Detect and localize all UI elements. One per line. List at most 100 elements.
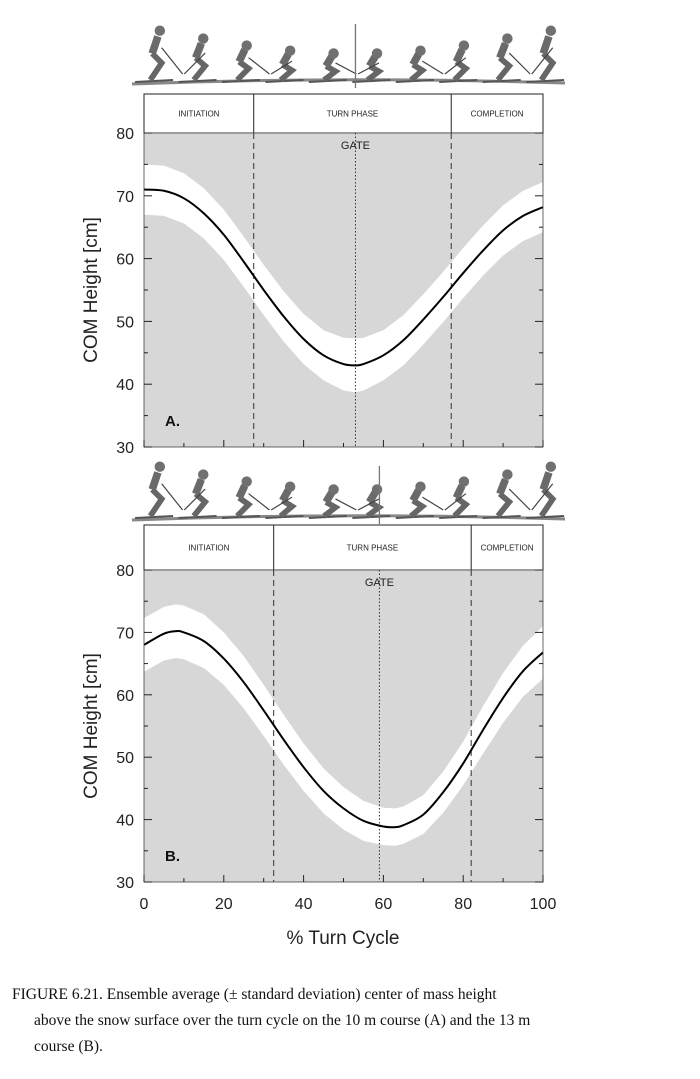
skier-torso: [366, 54, 379, 69]
skier-torso: [409, 488, 422, 503]
y-tick-label: 70: [116, 625, 134, 642]
skier-legs: [452, 59, 471, 83]
sd-band: [144, 604, 543, 846]
skier-icon: [265, 45, 304, 83]
ski: [352, 515, 391, 519]
phase-box: [143, 93, 544, 134]
y-tick-label: 30: [116, 875, 134, 892]
skier-torso: [235, 47, 249, 64]
skier-icon: [395, 481, 444, 519]
x-tick-label: 100: [530, 896, 557, 913]
skier-legs: [191, 55, 210, 82]
skier-head: [458, 40, 470, 51]
skier-legs: [235, 59, 253, 83]
skier-legs: [452, 495, 471, 519]
ski: [526, 79, 565, 83]
gate-label: GATE: [341, 140, 370, 152]
phase-label: TURN PHASE: [347, 544, 399, 553]
ski: [265, 515, 304, 519]
skier-torso: [192, 42, 205, 60]
ski: [135, 79, 174, 83]
x-tick-label: 60: [375, 896, 393, 913]
ski: [482, 515, 521, 519]
skier-torso: [496, 478, 510, 496]
skier-icon: [352, 48, 391, 83]
x-tick-labels: 0 20 40 60 80 100: [140, 896, 557, 913]
ski: [482, 79, 521, 83]
skier-torso: [409, 52, 422, 67]
skier-legs: [409, 62, 428, 83]
y-tick-label: 60: [116, 688, 134, 705]
phase-header: INITIATION TURN PHASE COMPLETION: [143, 524, 544, 571]
skier-torso: [279, 488, 292, 503]
skier-torso: [148, 471, 162, 491]
y-tick-label: 30: [116, 440, 134, 457]
skier-legs: [538, 487, 557, 518]
skier-legs: [495, 491, 514, 518]
caption-lead: FIGURE 6.21.: [12, 986, 103, 1003]
skier-head: [241, 40, 252, 51]
x-axis-label: % Turn Cycle: [287, 928, 400, 949]
ski-pole: [248, 493, 270, 511]
skier-head: [415, 45, 426, 56]
skier-head: [371, 484, 383, 495]
y-tick-label: 40: [116, 813, 134, 830]
ski: [439, 515, 478, 519]
skier-head: [328, 48, 339, 59]
skier-legs: [322, 499, 341, 519]
phase-label: COMPLETION: [481, 544, 534, 553]
ski-pole: [183, 52, 206, 75]
x-tick-label: 40: [295, 896, 313, 913]
phase-label: TURN PHASE: [327, 110, 379, 119]
skier-icon: [178, 469, 217, 519]
skier-head: [371, 48, 383, 59]
skier-icon: [439, 476, 478, 519]
skier-icon: [135, 461, 184, 519]
ski-pole: [270, 60, 293, 75]
caption-line3: course (B).: [34, 1038, 103, 1055]
y-tick-label: 50: [116, 314, 134, 331]
skier-head: [284, 45, 296, 56]
ski-pole: [444, 493, 467, 511]
ski-pole: [248, 57, 270, 75]
skier-legs: [147, 487, 166, 518]
panel-label: B.: [165, 848, 180, 865]
skier-head: [328, 484, 339, 495]
skier-icon: [482, 33, 531, 83]
skier-torso: [539, 35, 553, 55]
y-tick-label: 40: [116, 377, 134, 394]
skier-icon: [265, 481, 304, 519]
skier-torso: [322, 490, 335, 505]
skier-sequence-icon: [131, 24, 566, 88]
y-tick-label: 70: [116, 189, 134, 206]
ski: [265, 79, 304, 83]
skier-head: [545, 25, 557, 36]
ski-pole: [270, 496, 293, 511]
ski-pole: [357, 62, 380, 75]
y-tick-label: 80: [116, 126, 134, 143]
ski: [352, 79, 391, 83]
skier-icon: [395, 45, 444, 83]
ski-pole: [161, 483, 184, 511]
ski: [221, 79, 261, 83]
skier-legs: [538, 51, 557, 82]
skier-torso: [235, 483, 249, 500]
skier-torso: [452, 483, 466, 500]
ski-pole: [422, 60, 444, 75]
skier-head: [198, 469, 209, 480]
ski: [135, 515, 174, 519]
skier-head: [154, 25, 166, 36]
ski-pole: [422, 496, 444, 511]
skier-legs: [191, 491, 210, 518]
skier-head: [241, 476, 252, 487]
ski-pole: [508, 488, 531, 511]
skier-icon: [221, 40, 270, 83]
x-tick-label: 20: [215, 896, 233, 913]
y-tick-label: 50: [116, 750, 134, 767]
y-tick-label: 80: [116, 563, 134, 580]
ski: [526, 515, 565, 519]
gate-label: GATE: [365, 577, 394, 589]
y-axis-label: COM Height [cm]: [81, 653, 102, 799]
ski: [308, 79, 347, 83]
skier-icon: [352, 484, 391, 519]
